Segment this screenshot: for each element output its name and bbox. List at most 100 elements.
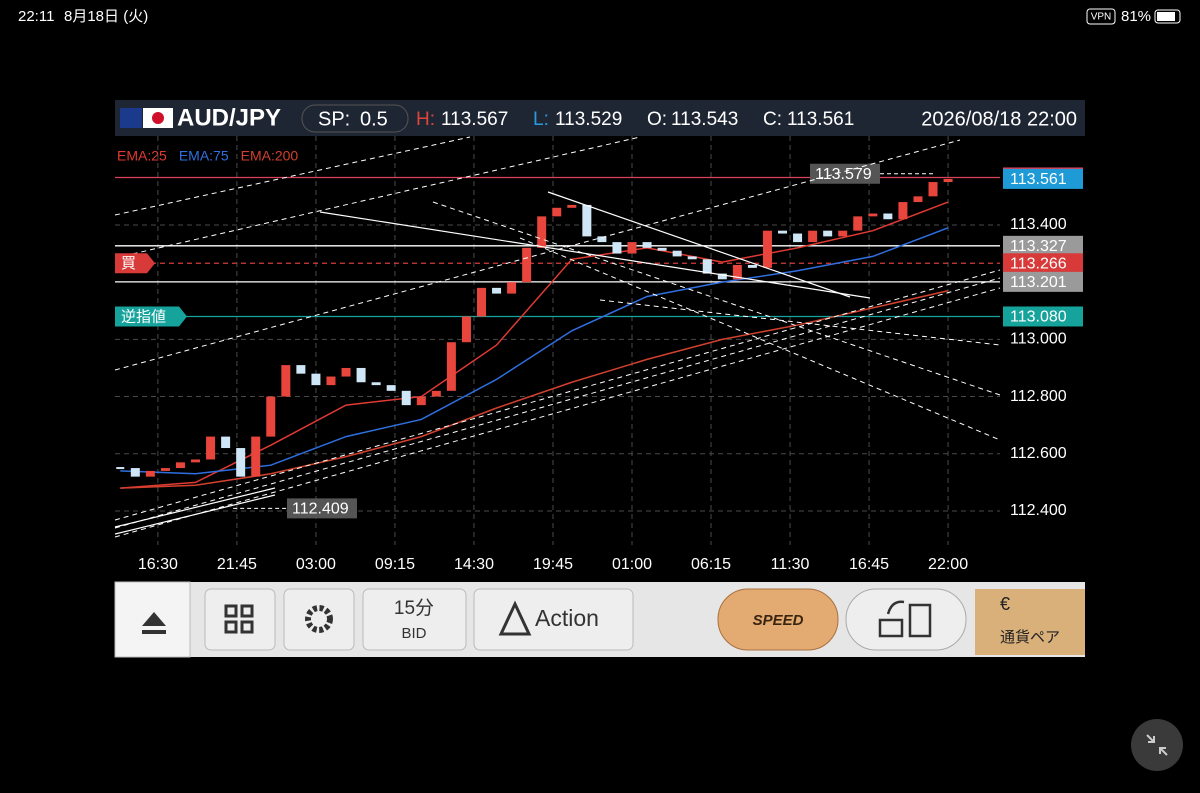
timeframe-button[interactable] (362, 588, 467, 651)
annotation-box (287, 498, 357, 519)
candle (582, 204, 592, 237)
legend-entry: EMA:200 (241, 148, 299, 164)
candle (431, 390, 441, 397)
annotation-label: 113.579 (815, 166, 872, 183)
action-icon (498, 600, 532, 636)
candle (793, 233, 803, 243)
battery-icon (1154, 9, 1181, 24)
high-label: H: (416, 109, 435, 130)
x-tick-label: 16:45 (849, 556, 889, 573)
spread-pill (301, 104, 409, 133)
candle (221, 436, 231, 449)
trend-line (114, 269, 1001, 521)
candle (371, 382, 381, 386)
candle (492, 287, 502, 294)
settings-button[interactable] (283, 588, 355, 651)
price-label: 113.266 (1010, 255, 1067, 272)
candle (145, 470, 155, 477)
status-vpn: VPN (1091, 12, 1112, 23)
trend-line (432, 201, 1001, 396)
candle (717, 273, 727, 280)
minimize-button[interactable] (1131, 719, 1183, 771)
price-tag-box (115, 306, 187, 327)
gear-icon (305, 605, 333, 633)
x-tick-label: 11:30 (771, 556, 810, 573)
plot-area: EMA:25 EMA:75 EMA:200 112.400 112.600 112.800… (115, 136, 1067, 573)
y-tick-label: 112.600 (1010, 445, 1067, 462)
candle (762, 230, 772, 268)
y-tick-label: 112.400 (1010, 502, 1067, 519)
candle (236, 448, 246, 477)
price-type: BID (401, 625, 426, 642)
x-tick-label: 01:00 (612, 556, 652, 573)
open-label: O: (647, 109, 667, 130)
x-tick-label: 19:45 (533, 556, 573, 573)
candle (416, 396, 426, 406)
candle (567, 204, 577, 208)
candle (206, 436, 216, 460)
trend-line (114, 136, 471, 216)
candle (928, 182, 938, 197)
speed: SPEED (753, 612, 804, 629)
candle (191, 459, 201, 463)
trend-line (319, 211, 871, 299)
candle (943, 178, 953, 183)
candle (552, 207, 562, 217)
price-tag: 買 (121, 255, 136, 272)
trend-line (114, 277, 1001, 529)
speed-button[interactable] (717, 588, 839, 651)
candle (747, 264, 757, 268)
layout-button[interactable] (204, 588, 276, 651)
high: 113.567 (441, 109, 508, 130)
candle (823, 230, 833, 237)
candle (672, 250, 682, 257)
x-tick-label: 09:15 (375, 556, 415, 573)
candle (296, 365, 306, 374)
rotate-button[interactable] (845, 588, 967, 651)
rotate-icon (878, 600, 932, 638)
status-battery: 81% (1121, 8, 1151, 25)
candle (311, 373, 321, 386)
candle (386, 385, 396, 391)
trend-line (114, 139, 961, 371)
y-tick-label: 113.400 (1010, 216, 1067, 233)
pair: AUD/JPY (177, 104, 281, 131)
x-tick-label: 03:00 (296, 556, 336, 573)
battery-level (1157, 12, 1175, 21)
status-time: 22:11 (18, 8, 54, 25)
x-tick-label: 16:30 (138, 556, 178, 573)
trend-line (519, 237, 1001, 441)
candle (446, 342, 456, 391)
eject-icon (142, 612, 166, 634)
price-label: 113.561 (1010, 171, 1067, 188)
candle (702, 259, 712, 274)
candle (913, 196, 923, 203)
legend-entry: EMA:75 (179, 148, 229, 164)
x-tick-label: 21:45 (217, 556, 257, 573)
candle (341, 367, 351, 377)
price-tag-box (115, 253, 155, 274)
flag-au (120, 108, 142, 128)
candle (326, 376, 336, 386)
status-date: 8月18日 (火) (64, 8, 148, 25)
candle (838, 230, 848, 237)
close: 113.561 (787, 109, 854, 130)
candle (657, 247, 667, 251)
price-label: 113.201 (1010, 274, 1067, 291)
pairs-button[interactable] (975, 589, 1085, 655)
action: Action (535, 605, 599, 631)
price-label-box (1003, 235, 1083, 256)
price-label: 113.327 (1010, 238, 1067, 255)
low-label: L: (533, 109, 549, 130)
low: 113.529 (555, 109, 622, 130)
price-label-box (1003, 306, 1083, 327)
x-tick-label: 06:15 (691, 556, 731, 573)
timeframe: 15分 (394, 597, 434, 619)
candle (266, 396, 276, 437)
price-label: 113.080 (1010, 309, 1067, 326)
annotation-label: 112.409 (292, 501, 349, 518)
candle (732, 264, 742, 280)
header-bar (115, 100, 1085, 136)
trend-lines (114, 136, 1001, 538)
